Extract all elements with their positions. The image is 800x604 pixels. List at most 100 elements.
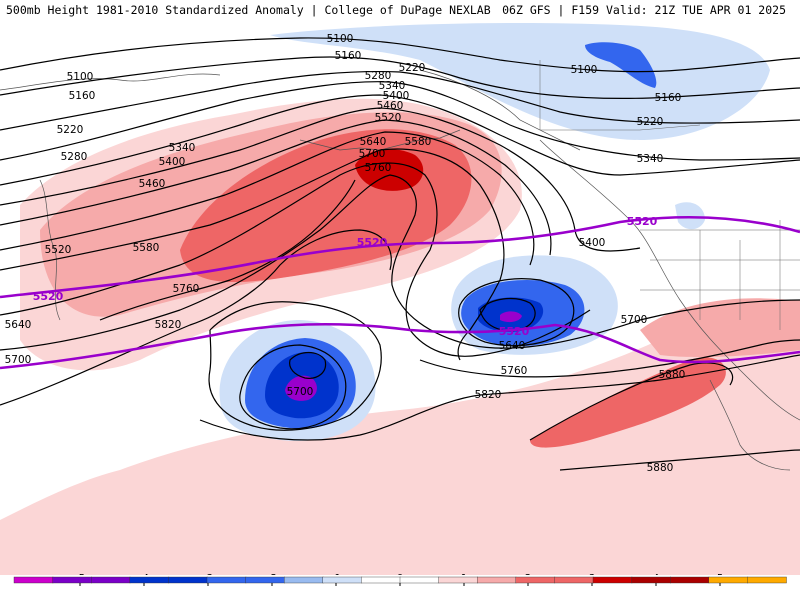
contour-5280 — [0, 81, 800, 161]
coastline-north-america — [539, 139, 800, 421]
contour-label: 5280 — [61, 151, 88, 163]
contour-5820 — [0, 229, 800, 441]
colorbar-tick-label: 5 — [717, 573, 723, 575]
colorbar-segment — [477, 576, 517, 584]
colorbar-ticks — [79, 583, 721, 586]
highlight-contours — [0, 215, 800, 370]
contour-label: 5100 — [571, 64, 598, 76]
contour-label: 5760 — [365, 162, 392, 174]
highlight-contour-label: 5520 — [627, 215, 658, 228]
anomaly-neg-west-center — [285, 375, 317, 401]
colorbar-tick-label: -5 — [75, 573, 85, 575]
colorbar-tick-label: -2 — [267, 573, 277, 575]
contour-label: 5880 — [647, 462, 674, 474]
colorbar-svg — [13, 576, 787, 586]
colorbar-tick-label: -1 — [331, 573, 341, 575]
contour-label: 5400 — [383, 90, 410, 102]
contour-label: 5580 — [133, 242, 160, 254]
contour-label: 5760 — [173, 283, 200, 295]
contour-label: 5640 — [5, 319, 32, 331]
contour-label: 5580 — [405, 136, 432, 148]
colorbar-tick-label: -4 — [139, 573, 149, 575]
contour-label: 5340 — [169, 142, 196, 154]
colorbar-segments — [13, 576, 787, 584]
colorbar-segment — [515, 576, 556, 584]
contour-5580 — [0, 148, 505, 361]
colorbar-segment — [631, 576, 671, 584]
contour-label: 5520 — [375, 112, 402, 124]
contour-label: 5280 — [365, 70, 392, 82]
colorbar-segment — [747, 576, 787, 584]
contour-label: 5700 — [359, 148, 386, 160]
anomaly-pos-southeast — [640, 298, 800, 358]
contour-5760 — [99, 179, 800, 431]
coastline-asia-east — [39, 179, 61, 321]
contour-label: 5100 — [327, 33, 354, 45]
anomaly-neg-north-light — [270, 23, 770, 140]
contour-5700 — [0, 174, 800, 351]
us-state-borders — [640, 220, 800, 330]
colorbar-tick-label: 0 — [397, 573, 403, 575]
highlight-contour-label: 5520 — [33, 290, 64, 303]
anomaly-pos-south-mid — [530, 357, 726, 448]
colorbar-tick-label: 4 — [653, 573, 659, 575]
contour-label: 5520 — [45, 244, 72, 256]
colorbar-tick-label: 3 — [589, 573, 595, 575]
contour-label: 5700 — [621, 314, 648, 326]
colorbar-segment — [554, 576, 594, 584]
contour-low-east-a — [458, 278, 575, 347]
colorbar-tick-label: 1 — [461, 573, 467, 575]
contour-label: 5160 — [335, 50, 362, 62]
coastline-baja — [709, 379, 791, 471]
canada-border — [539, 60, 701, 131]
contour-label: 5100 — [67, 71, 94, 83]
colorbar-segment — [284, 576, 324, 584]
colorbar-segment — [592, 576, 633, 584]
contour-label: 5640 — [499, 340, 526, 352]
colorbar-segment — [322, 576, 363, 584]
colorbar-segment — [206, 576, 247, 584]
colorbar-segment — [90, 576, 131, 584]
contour-label: 5160 — [655, 92, 682, 104]
colorbar-segment — [361, 576, 401, 584]
contour-low-west-a — [239, 344, 347, 430]
contour-label: 5460 — [377, 100, 404, 112]
title-bar: 500mb Height 1981-2010 Standardized Anom… — [0, 0, 800, 20]
contour-label: 5340 — [637, 153, 664, 165]
contour-label: 5400 — [159, 156, 186, 168]
colorbar — [0, 575, 800, 600]
contour-5220 — [0, 70, 800, 131]
valid-time: 06Z GFS | F159 Valid: 21Z TUE APR 01 202… — [502, 3, 786, 17]
contour-label: 5400 — [579, 237, 606, 249]
highlight-contour-label: 5520 — [357, 236, 388, 249]
anomaly-neg-east-center — [500, 311, 522, 323]
contour-label: 5700 — [287, 386, 314, 398]
map-title: 500mb Height 1981-2010 Standardized Anom… — [6, 3, 491, 17]
colorbar-segment — [708, 576, 749, 584]
contour-5880 — [529, 362, 800, 471]
contour-5340 — [0, 94, 800, 186]
contour-low-east-b — [479, 297, 536, 332]
contour-label: 5220 — [57, 124, 84, 136]
anomaly-pos-core — [355, 149, 424, 191]
contour-label: 5340 — [379, 80, 406, 92]
contour-label: 5820 — [155, 319, 182, 331]
height-contours — [0, 37, 800, 471]
colorbar-segment — [52, 576, 92, 584]
colorbar-segment — [13, 576, 54, 584]
colorbar-segment — [168, 576, 208, 584]
contour-5160 — [0, 56, 800, 100]
contour-label: 5220 — [637, 116, 664, 128]
contour-label: 5220 — [399, 62, 426, 74]
highlight-contour-south — [0, 322, 800, 370]
contour-label: 5460 — [139, 178, 166, 190]
contour-label: 5760 — [501, 365, 528, 377]
highlight-contour-north — [0, 215, 800, 299]
colorbar-tick-label: -3 — [203, 573, 213, 575]
contour-label: 5700 — [5, 354, 32, 366]
colorbar-segment — [399, 576, 440, 584]
contour-5520 — [0, 131, 535, 266]
political-boundaries — [539, 60, 800, 330]
